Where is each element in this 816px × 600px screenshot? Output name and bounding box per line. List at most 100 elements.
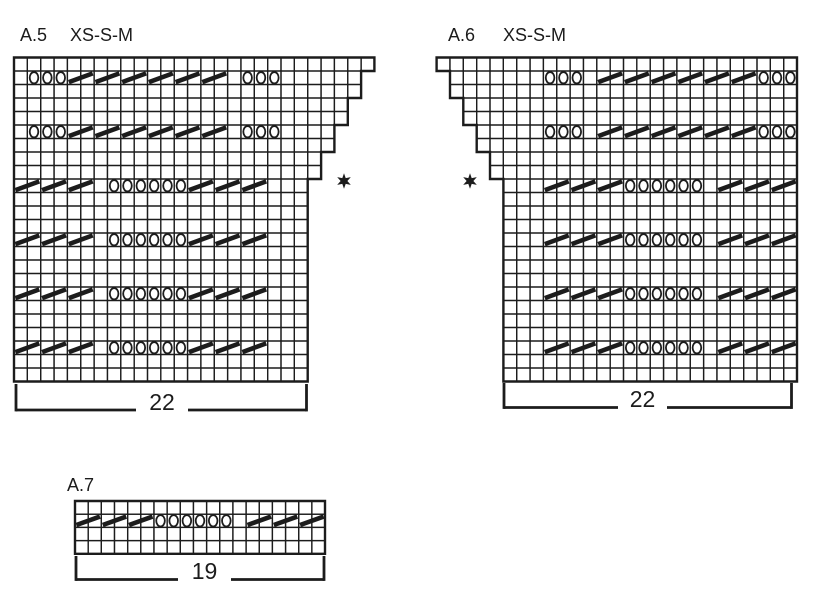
yarn-over-symbol — [122, 341, 133, 355]
chart-a5-symbols — [14, 71, 280, 355]
decrease-symbol — [75, 514, 101, 528]
yarn-over-symbol — [571, 125, 582, 139]
decrease-symbol — [68, 125, 94, 139]
decrease-symbol — [744, 341, 770, 355]
chart-a5-sizes-label: XS-S-M — [70, 25, 133, 45]
decrease-symbol — [14, 287, 41, 301]
decrease-symbol — [148, 125, 174, 139]
decrease-symbol — [128, 514, 154, 528]
chart-a5-title: A.5 — [20, 25, 48, 45]
yarn-over-symbol — [255, 71, 267, 85]
decrease-symbol — [188, 287, 214, 301]
decrease-symbol — [68, 287, 94, 301]
yarn-over-symbol — [207, 514, 219, 528]
yarn-over-symbol — [122, 179, 133, 193]
chart-a7-stitch-count: 19 — [191, 558, 218, 584]
chart-a5-grid — [13, 56, 376, 383]
yarn-over-symbol — [242, 125, 253, 139]
yarn-over-symbol — [148, 341, 160, 355]
yarn-over-symbol — [175, 179, 187, 193]
decrease-symbol — [121, 125, 147, 139]
yarn-over-symbol — [665, 287, 676, 301]
yarn-over-symbol — [28, 71, 40, 85]
decrease-symbol — [14, 341, 41, 355]
decrease-symbol — [148, 71, 174, 85]
yarn-over-symbol — [651, 179, 663, 193]
decrease-symbol — [241, 341, 268, 355]
yarn-over-symbol — [638, 287, 649, 301]
chart-a5-width-bracket — [14, 384, 308, 412]
decrease-symbol — [214, 341, 241, 355]
yarn-over-symbol — [665, 233, 676, 247]
yarn-over-symbol — [758, 125, 769, 139]
decrease-symbol — [188, 341, 214, 355]
yarn-over-symbol — [691, 233, 703, 247]
decrease-symbol — [121, 71, 147, 85]
decrease-symbol — [544, 341, 570, 355]
decrease-symbol — [717, 179, 744, 193]
yarn-over-symbol — [135, 287, 147, 301]
yarn-over-symbol — [269, 125, 280, 139]
yarn-over-symbol — [135, 179, 147, 193]
yarn-over-symbol — [55, 71, 66, 85]
decrease-symbol — [570, 341, 597, 355]
yarn-over-symbol — [194, 514, 206, 528]
decrease-symbol — [201, 125, 227, 139]
decrease-symbol — [214, 179, 241, 193]
yarn-over-symbol — [242, 71, 253, 85]
chart-a5 — [12, 56, 376, 412]
yarn-over-symbol — [28, 125, 40, 139]
yarn-over-symbol — [181, 514, 193, 528]
yarn-over-symbol — [665, 341, 676, 355]
yarn-over-symbol — [651, 233, 663, 247]
yarn-over-symbol — [162, 341, 173, 355]
chart-a7-outline — [73, 499, 327, 555]
yarn-over-symbol — [571, 71, 582, 85]
yarn-over-symbol — [175, 233, 187, 247]
yarn-over-symbol — [42, 71, 53, 85]
yarn-over-symbol — [108, 287, 120, 301]
star-icon — [337, 173, 351, 189]
decrease-symbol — [730, 125, 757, 139]
decrease-symbol — [770, 233, 797, 247]
chart-a6-symbols — [544, 71, 797, 355]
decrease-symbol — [597, 341, 623, 355]
yarn-over-symbol — [691, 287, 703, 301]
yarn-over-symbol — [269, 71, 280, 85]
decrease-symbol — [730, 71, 757, 85]
decrease-symbol — [174, 125, 201, 139]
yarn-over-symbol — [691, 179, 703, 193]
yarn-over-symbol — [758, 71, 769, 85]
yarn-over-symbol — [148, 287, 160, 301]
decrease-symbol — [41, 179, 67, 193]
yarn-over-symbol — [558, 71, 569, 85]
decrease-symbol — [650, 71, 677, 85]
decrease-symbol — [174, 71, 201, 85]
yarn-over-symbol — [148, 233, 160, 247]
star-icon — [463, 173, 477, 189]
decrease-symbol — [597, 71, 623, 85]
yarn-over-symbol — [175, 341, 187, 355]
yarn-over-symbol — [221, 514, 232, 528]
decrease-symbol — [717, 233, 744, 247]
yarn-over-symbol — [651, 287, 663, 301]
chart-a6-stitch-count: 22 — [629, 386, 656, 412]
yarn-over-symbol — [122, 287, 133, 301]
yarn-over-symbol — [135, 233, 147, 247]
decrease-symbol — [770, 179, 797, 193]
decrease-symbol — [744, 179, 770, 193]
yarn-over-symbol — [785, 71, 796, 85]
yarn-over-symbol — [665, 179, 676, 193]
yarn-over-symbol — [678, 287, 689, 301]
decrease-symbol — [68, 179, 94, 193]
yarn-over-symbol — [624, 287, 636, 301]
decrease-symbol — [570, 287, 597, 301]
yarn-over-symbol — [624, 233, 636, 247]
yarn-over-symbol — [122, 233, 133, 247]
decrease-symbol — [704, 71, 730, 85]
yarn-over-symbol — [651, 341, 663, 355]
chart-a7-grid — [74, 500, 326, 555]
decrease-symbol — [677, 125, 703, 139]
yarn-over-symbol — [108, 341, 120, 355]
